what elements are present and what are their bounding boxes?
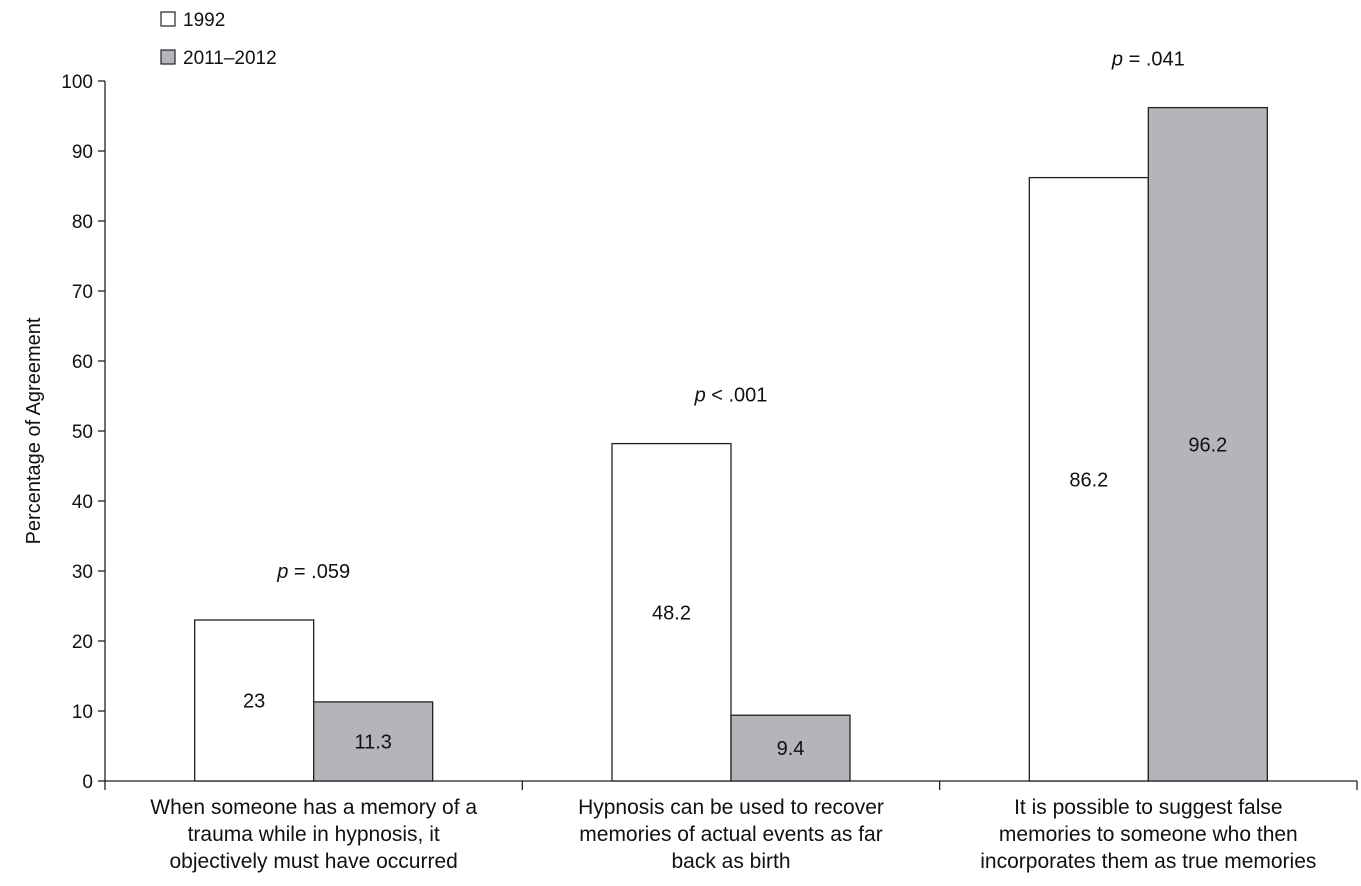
y-tick-label: 40 xyxy=(72,492,93,513)
category-label: incorporates them as true memories xyxy=(980,850,1316,873)
data-label: 9.4 xyxy=(777,738,805,760)
legend-swatch xyxy=(160,11,176,27)
data-label: 48.2 xyxy=(652,602,691,624)
category-label: It is possible to suggest false xyxy=(1014,796,1282,819)
bar-2011-2012-2 xyxy=(1147,106,1268,782)
data-label: 11.3 xyxy=(354,731,391,753)
bar-1992-0 xyxy=(194,619,315,782)
p-symbol: p xyxy=(1111,49,1123,71)
bar-2011-2012-0 xyxy=(313,701,434,782)
bars: 23 11.3 48.2 9.4 86.2 96.2 xyxy=(194,106,1268,782)
y-tick-label: 100 xyxy=(61,72,93,93)
p-value-text: = .041 xyxy=(1123,49,1185,71)
y-axis-title: Percentage of Agreement xyxy=(23,317,45,544)
p-value-text: < .001 xyxy=(706,385,768,407)
data-label: 96.2 xyxy=(1188,434,1227,456)
y-tick-label: 0 xyxy=(82,772,93,793)
p-symbol: p xyxy=(276,561,288,583)
legend-swatch xyxy=(160,49,176,65)
y-tick-label: 80 xyxy=(72,212,93,233)
y-tick-label: 60 xyxy=(72,352,93,373)
p-value-label: p < .001 xyxy=(694,385,768,407)
y-tick-label: 30 xyxy=(72,562,93,583)
bar-2011-2012-1 xyxy=(730,714,851,782)
x-axis: When someone has a memory of a trauma whi… xyxy=(104,780,1358,873)
p-value-text: = .059 xyxy=(288,561,350,583)
y-tick-label: 70 xyxy=(72,282,93,303)
category-label: trauma while in hypnosis, it xyxy=(188,823,440,846)
data-label: 23 xyxy=(243,691,265,713)
category-label: When someone has a memory of a xyxy=(150,796,477,819)
y-axis: 0 10 20 30 40 50 60 70 80 90 100 xyxy=(61,72,106,793)
p-value-label: p = .041 xyxy=(1111,49,1185,71)
category-label: objectively must have occurred xyxy=(170,850,458,873)
bar-1992-1 xyxy=(611,442,732,782)
category-label: Hypnosis can be used to recover xyxy=(578,796,884,819)
legend-label: 2011–2012 xyxy=(183,48,277,69)
legend: 1992 2011–2012 xyxy=(160,10,277,69)
category-label: memories to someone who then xyxy=(999,823,1298,846)
data-label: 86.2 xyxy=(1069,469,1108,491)
y-tick-label: 90 xyxy=(72,142,93,163)
legend-label: 1992 xyxy=(183,10,225,31)
p-symbol: p xyxy=(694,385,706,407)
category-label: back as birth xyxy=(671,850,790,873)
category-label: memories of actual events as far xyxy=(579,823,882,846)
y-tick-label: 20 xyxy=(72,632,93,653)
y-tick-label: 50 xyxy=(72,422,93,443)
p-value-label: p = .059 xyxy=(276,561,350,583)
y-tick-label: 10 xyxy=(72,702,93,723)
